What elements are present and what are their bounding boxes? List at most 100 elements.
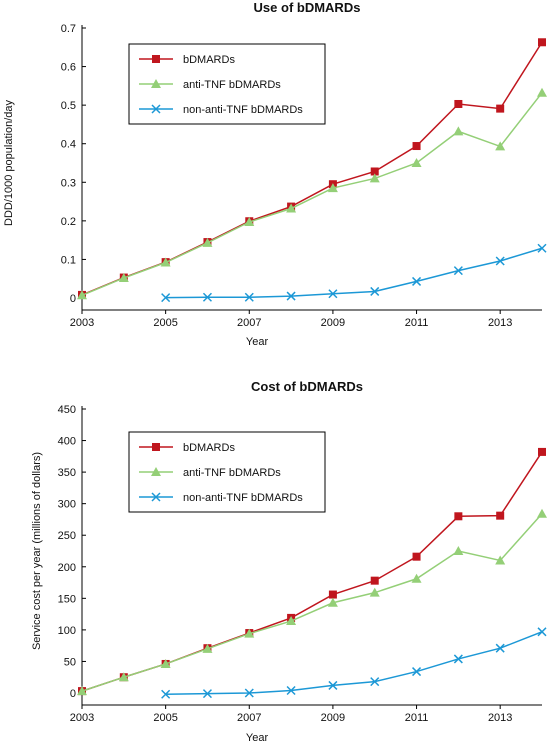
data-point — [328, 680, 338, 690]
legend-marker — [151, 492, 161, 502]
data-point — [495, 643, 505, 653]
data-point — [286, 291, 296, 301]
y-tick-label: 0 — [70, 688, 76, 700]
x-tick-label: 2007 — [237, 317, 261, 329]
data-point — [286, 616, 297, 626]
data-point — [202, 292, 212, 302]
x-tick-label: 2005 — [153, 317, 177, 329]
data-point — [328, 590, 337, 599]
legend-label-anti-tnf-bdmards: anti-TNF bDMARDs — [183, 79, 281, 91]
legend-label-non-anti-tnf-bdmards: non-anti-TNF bDMARDs — [183, 104, 303, 116]
data-point — [202, 643, 213, 653]
data-point — [160, 658, 171, 668]
data-point — [453, 126, 464, 136]
legend: bDMARDs anti-TNF bDMARDs non-anti-TNF bDMA… — [128, 43, 326, 125]
data-point — [161, 293, 171, 303]
y-tick-label: 0.4 — [61, 139, 76, 151]
data-point — [412, 667, 422, 677]
data-point — [411, 573, 422, 583]
x-tick-label: 2011 — [405, 317, 429, 329]
data-point — [244, 628, 255, 638]
data-point — [369, 173, 380, 183]
y-tick-label: 0.5 — [61, 100, 76, 112]
data-point — [160, 257, 171, 267]
data-point — [496, 104, 505, 113]
legend-label-bdmards: bDMARDs — [183, 442, 235, 454]
y-tick-label: 100 — [58, 625, 76, 637]
data-point — [327, 183, 338, 193]
y-tick-label: 0.1 — [61, 254, 76, 266]
y-tick-label: 0.3 — [61, 177, 76, 189]
chart-title: Cost of bDMARDs — [251, 379, 363, 394]
chart-cost-of-bdmards: Cost of bDMARDs 0 50 100 150 200 250 300 350 400 4… — [31, 379, 547, 744]
legend-label-bdmards: bDMARDs — [183, 54, 235, 66]
y-tick-label: 150 — [58, 593, 76, 605]
data-point — [77, 290, 87, 300]
x-tick-label: 2005 — [153, 712, 177, 724]
data-point — [202, 689, 212, 699]
data-point — [412, 276, 422, 286]
data-point — [412, 552, 421, 561]
data-point — [369, 587, 380, 597]
y-axis-label: Service cost per year (millions of dolla… — [31, 452, 43, 650]
y-tick-label: 0.7 — [61, 23, 76, 35]
y-tick-label: 350 — [58, 467, 76, 479]
series-line — [165, 631, 543, 696]
legend-marker — [152, 443, 160, 451]
data-point — [453, 266, 463, 276]
data-point — [453, 654, 463, 664]
legend-marker — [151, 467, 161, 476]
data-point — [412, 142, 421, 151]
x-axis-label: Year — [246, 732, 269, 744]
data-point — [496, 511, 505, 520]
x-tick-label: 2003 — [70, 712, 94, 724]
x-tick-label: 2011 — [405, 712, 429, 724]
data-point — [161, 689, 171, 699]
data-point — [244, 688, 254, 698]
y-tick-label: 0.2 — [61, 216, 76, 228]
x-tick-label: 2013 — [488, 712, 512, 724]
series-non-anti-tnf-bdmards — [161, 243, 547, 303]
data-point — [370, 167, 379, 176]
data-point — [244, 292, 254, 302]
data-point — [537, 87, 547, 97]
series-line — [81, 92, 543, 296]
data-point — [328, 289, 338, 299]
data-point — [77, 686, 87, 696]
data-point — [370, 286, 380, 296]
y-axis-label: DDD/1000 population/day — [3, 100, 15, 226]
data-point — [495, 555, 506, 565]
legend-label-non-anti-tnf-bdmards: non-anti-TNF bDMARDs — [183, 492, 303, 504]
data-point — [537, 627, 547, 637]
series-line — [165, 247, 543, 299]
data-point — [453, 546, 464, 555]
y-tick-label: 200 — [58, 562, 76, 574]
y-tick-label: 400 — [58, 436, 76, 448]
legend-marker — [152, 55, 160, 63]
legend: bDMARDs anti-TNF bDMARDs non-anti-TNF bDMA… — [128, 431, 326, 513]
chart-use-of-bdmards: Use of bDMARDs 0 0.1 0.2 0.3 0.4 0.5 0.6 0.7 2003… — [3, 0, 547, 348]
x-tick-label: 2007 — [237, 712, 261, 724]
data-point — [538, 38, 546, 47]
y-tick-label: 450 — [58, 404, 76, 416]
series-line — [81, 513, 543, 692]
y-tick-label: 0 — [70, 293, 76, 305]
series-anti-tnf-bdmards — [77, 87, 547, 300]
x-tick-label: 2013 — [488, 317, 512, 329]
data-point — [286, 685, 296, 696]
data-point — [118, 672, 129, 682]
x-tick-label: 2009 — [321, 712, 345, 724]
data-point — [454, 512, 463, 521]
x-tick-label: 2003 — [70, 317, 94, 329]
legend-marker — [151, 79, 161, 88]
data-point — [454, 99, 463, 108]
data-point — [495, 256, 505, 266]
data-point — [495, 141, 506, 151]
legend-label-anti-tnf-bdmards: anti-TNF bDMARDs — [183, 467, 281, 479]
data-point — [118, 272, 129, 282]
y-tick-label: 50 — [64, 656, 76, 668]
y-tick-label: 300 — [58, 499, 76, 511]
data-point — [370, 576, 379, 585]
data-point — [244, 217, 255, 227]
